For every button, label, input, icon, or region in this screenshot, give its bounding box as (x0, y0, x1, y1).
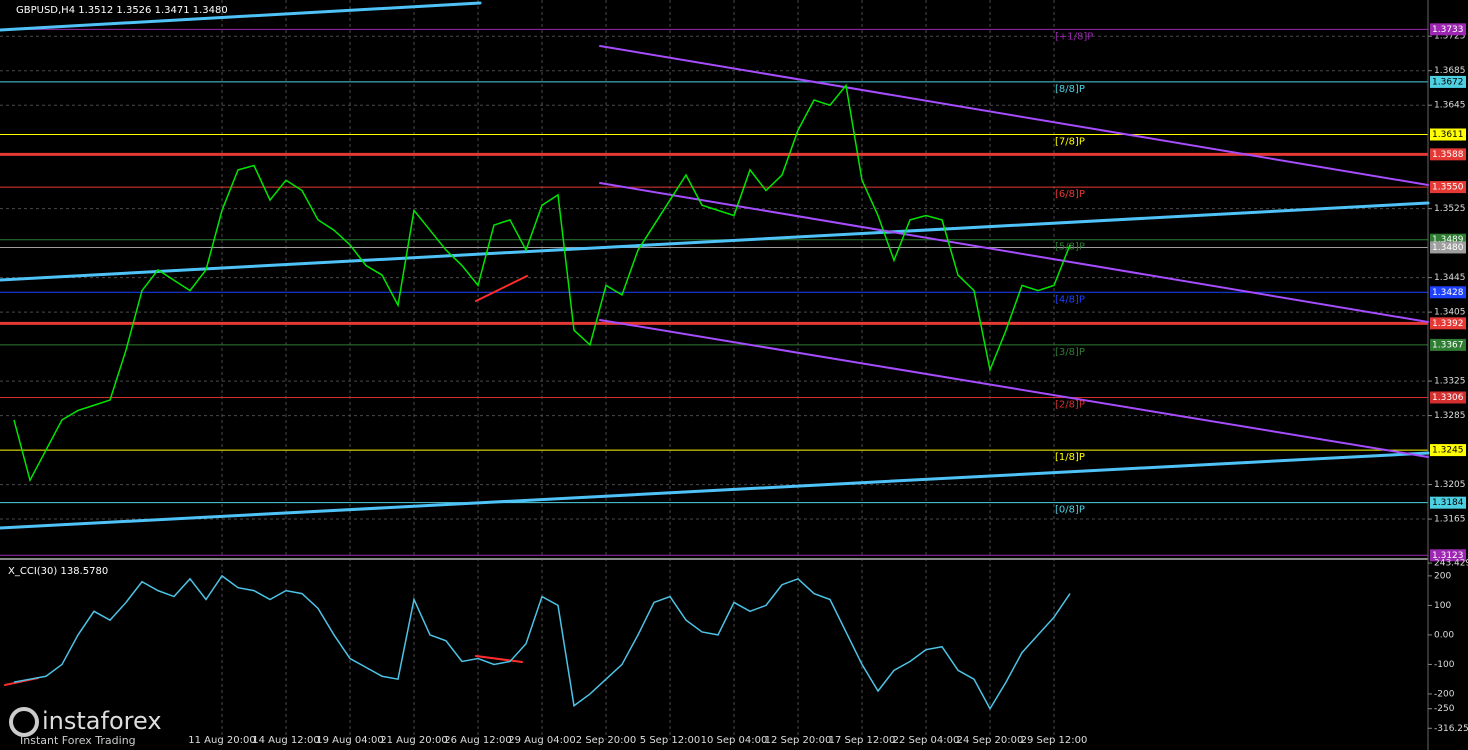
x-tick-label: 19 Aug 04:00 (316, 735, 383, 746)
level-label: 1.3611 (1432, 130, 1464, 140)
trend-lines (0, 1, 1430, 686)
murrey-label: [+1/8]P (1055, 31, 1093, 42)
level-label: 1.3245 (1432, 446, 1464, 456)
y-tick-label: 1.3725 (1434, 32, 1466, 42)
level-label: 1.3123 (1432, 551, 1464, 561)
level-box (1430, 496, 1466, 509)
y-tick-label: 1.3285 (1434, 411, 1466, 421)
watermark-logo (9, 707, 39, 737)
murrey-label: [2/8]P (1055, 399, 1085, 410)
level-label: 1.3392 (1432, 319, 1464, 329)
x-tick-label: 11 Aug 20:00 (188, 735, 255, 746)
level-label: 1.3367 (1432, 340, 1464, 350)
murrey-label: [8/8]P (1055, 84, 1085, 95)
x-tick-label: 17 Sep 12:00 (829, 735, 896, 746)
y-tick-label: 1.3405 (1434, 308, 1466, 318)
murrey-label: [7/8]P (1055, 137, 1085, 148)
level-label: 1.3550 (1432, 183, 1464, 193)
level-label: 1.3733 (1432, 25, 1464, 35)
level-label: 1.3306 (1432, 393, 1464, 403)
channel-line (599, 319, 1429, 458)
y-tick-label: 0.00 (1434, 630, 1454, 640)
level-box (1430, 549, 1466, 562)
level-box (1430, 241, 1466, 254)
x-tick-label: 29 Aug 04:00 (508, 735, 575, 746)
y-tick-label: 100 (1434, 601, 1451, 611)
y-tick-label: -316.257 (1434, 724, 1468, 734)
y-tick-label: 1.3325 (1434, 377, 1466, 387)
y-tick-label: 243.429 (1434, 559, 1468, 569)
watermark: instaforex Instant Forex Trading (0, 706, 180, 750)
price-line (13, 83, 1071, 483)
chart-title: GBPUSD,H4 1.3512 1.3526 1.3471 1.3480 (16, 5, 228, 16)
channel-line (599, 45, 1429, 186)
x-tick-label: 26 Aug 12:00 (444, 735, 511, 746)
level-box (1430, 444, 1466, 457)
level-box (1430, 181, 1466, 194)
x-tick-label: 22 Sep 04:00 (893, 735, 960, 746)
x-tick-label: 14 Aug 12:00 (252, 735, 319, 746)
level-box (1430, 148, 1466, 161)
x-tick-label: 24 Sep 20:00 (957, 735, 1024, 746)
indicator-title: X_CCI(30) 138.5780 (8, 566, 108, 577)
level-box (1430, 338, 1466, 351)
watermark-brand: instaforex (42, 707, 162, 735)
level-label: 1.3672 (1432, 77, 1464, 87)
x-tick-label: 2 Sep 20:00 (576, 735, 636, 746)
x-tick-label: 21 Aug 20:00 (380, 735, 447, 746)
y-tick-label: -200 (1434, 689, 1455, 699)
x-tick-label: 29 Sep 12:00 (1021, 735, 1088, 746)
y-tick-label: 1.3645 (1434, 101, 1466, 111)
level-box (1430, 23, 1466, 36)
y-tick-label: 1.3525 (1434, 204, 1466, 214)
level-box (1430, 75, 1466, 88)
y-tick-label: 1.3205 (1434, 480, 1466, 490)
level-label: 1.3428 (1432, 288, 1464, 298)
murrey-label: [3/8]P (1055, 347, 1085, 358)
level-box (1430, 391, 1466, 404)
x-tick-label: 5 Sep 12:00 (640, 735, 700, 746)
watermark-bg (0, 706, 180, 750)
level-box (1430, 317, 1466, 330)
divergence-line (475, 275, 528, 302)
level-box (1430, 286, 1466, 299)
level-label: 1.3480 (1432, 243, 1464, 253)
y-tick-label: -100 (1434, 660, 1455, 670)
y-tick-label: 1.3445 (1434, 273, 1466, 283)
level-label: 1.3184 (1432, 498, 1464, 508)
trend-line (0, 1, 482, 32)
y-tick-label: 1.3165 (1434, 515, 1466, 525)
y-tick-label: 1.3685 (1434, 66, 1466, 76)
murrey-label: [1/8]P (1055, 452, 1085, 463)
x-tick-label: 12 Sep 20:00 (765, 735, 832, 746)
level-box (1430, 128, 1466, 141)
level-label: 1.3588 (1432, 150, 1464, 160)
watermark-slogan: Instant Forex Trading (20, 734, 136, 747)
divergence-line (475, 655, 523, 663)
x-tick-label: 10 Sep 04:00 (701, 735, 768, 746)
murrey-label: [4/8]P (1055, 294, 1085, 305)
y-tick-label: 200 (1434, 571, 1451, 581)
y-tick-label: -250 (1434, 704, 1455, 714)
murrey-label: [0/8]P (1055, 505, 1085, 516)
murrey-label: [5/8]P (1055, 242, 1085, 253)
level-label: 1.3489 (1432, 235, 1464, 245)
murrey-label: [6/8]P (1055, 189, 1085, 200)
cci-line (13, 574, 1071, 711)
trend-line (0, 201, 1430, 282)
trend-line (0, 451, 1430, 530)
